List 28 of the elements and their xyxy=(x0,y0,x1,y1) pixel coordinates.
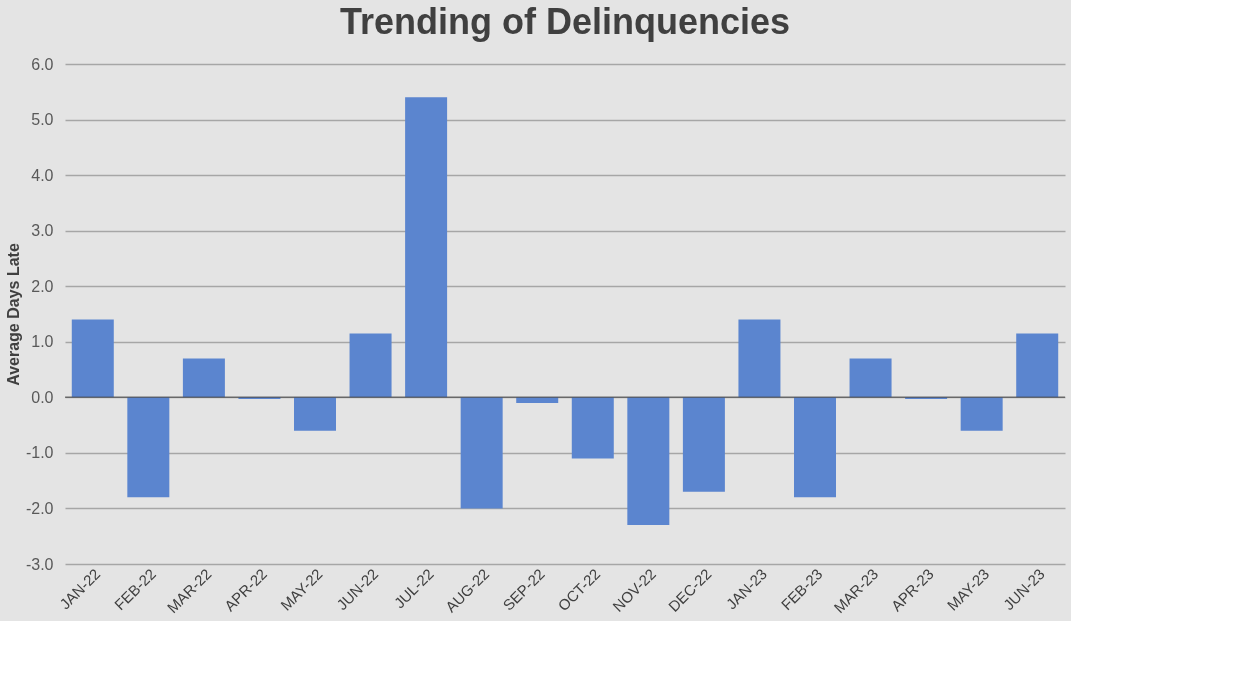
y-tick-label: 0.0 xyxy=(31,388,54,406)
bar xyxy=(516,397,559,403)
y-tick-label: 1.0 xyxy=(31,333,54,351)
bar xyxy=(405,97,448,398)
y-tick-label: -3.0 xyxy=(25,555,54,573)
bar xyxy=(738,319,781,398)
y-tick-label: -1.0 xyxy=(25,444,54,462)
bar xyxy=(1016,333,1059,398)
y-tick-label: 2.0 xyxy=(31,277,54,295)
y-tick-label: 4.0 xyxy=(31,166,54,184)
y-tick-label: 3.0 xyxy=(31,222,54,240)
bar xyxy=(182,358,225,398)
y-tick-label: 5.0 xyxy=(31,111,54,129)
bar xyxy=(849,358,892,398)
bar xyxy=(960,397,1003,431)
bar xyxy=(571,397,614,459)
bar xyxy=(349,333,392,398)
y-axis-title: Average Days Late xyxy=(4,243,22,386)
bar xyxy=(294,397,336,431)
chart-title: Trending of Delinquencies xyxy=(339,1,791,42)
y-tick-label: -2.0 xyxy=(25,499,54,517)
bar xyxy=(627,397,670,526)
bar xyxy=(682,397,725,492)
bar xyxy=(71,319,114,398)
bar xyxy=(794,397,836,498)
y-tick-label: 6.0 xyxy=(31,55,54,73)
bar xyxy=(127,397,170,498)
bar xyxy=(460,397,503,509)
